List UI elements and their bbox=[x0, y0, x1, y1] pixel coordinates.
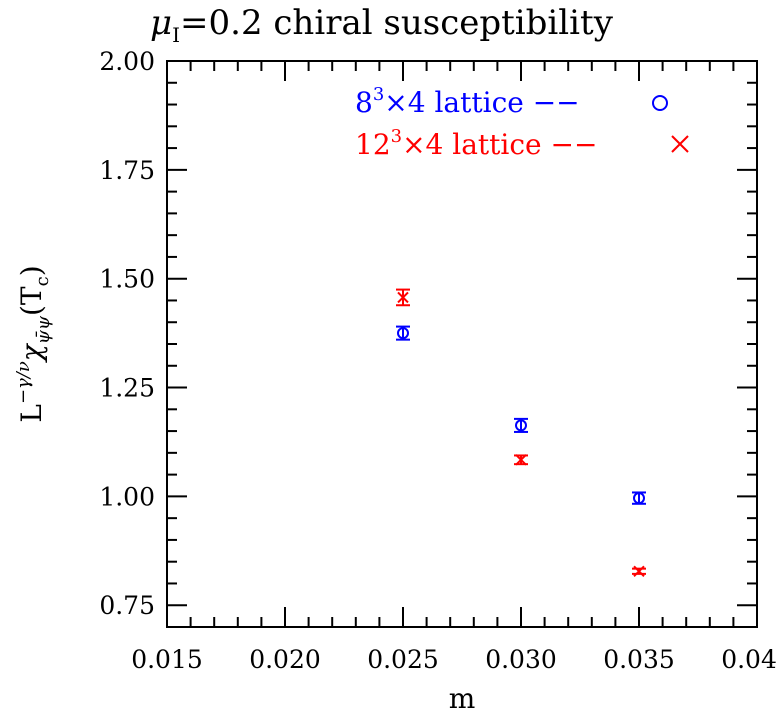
ticks bbox=[166, 60, 758, 628]
y-tick-label: 1.25 bbox=[99, 374, 155, 403]
data-point-cross bbox=[632, 565, 646, 577]
data-point-circle bbox=[514, 417, 528, 433]
y-axis-label: L−γ/νχψ̄ψ(Tc) bbox=[13, 265, 54, 422]
x-tick-label: 0.030 bbox=[485, 645, 557, 674]
legend-marker-circle bbox=[652, 95, 668, 111]
marker-cross-b bbox=[515, 454, 527, 466]
y-tick-label: 0.75 bbox=[99, 591, 155, 620]
x-tick-label: 0.035 bbox=[603, 645, 675, 674]
x-axis-label: m bbox=[449, 682, 476, 715]
marker-cross-b bbox=[633, 565, 645, 577]
legend-entry-12-lattice: 123×4 lattice −− bbox=[355, 126, 597, 161]
data-point-cross bbox=[396, 288, 410, 307]
data-points bbox=[396, 288, 646, 577]
y-tick-labels: 0.75 1.00 1.25 1.50 1.75 2.00 bbox=[99, 47, 155, 620]
data-point-circle bbox=[632, 491, 646, 505]
legend: 83×4 lattice −− 123×4 lattice −− bbox=[355, 84, 689, 161]
y-tick-label: 1.75 bbox=[99, 156, 155, 185]
marker-cross-b bbox=[397, 291, 409, 304]
data-point-cross bbox=[514, 454, 528, 466]
x-tick-label: 0.040 bbox=[721, 645, 778, 674]
x-tick-labels: 0.015 0.020 0.025 0.030 0.035 0.040 bbox=[131, 645, 778, 674]
chart-title: μI=0.2 chiral susceptibility bbox=[150, 3, 614, 47]
x-tick-label: 0.025 bbox=[367, 645, 439, 674]
marker-circle bbox=[397, 327, 409, 340]
y-tick-label: 2.00 bbox=[99, 47, 155, 76]
data-point-circle bbox=[396, 325, 410, 341]
marker-circle bbox=[633, 492, 645, 505]
legend-entry-8-lattice: 83×4 lattice −− bbox=[355, 84, 580, 119]
x-tick-label: 0.020 bbox=[249, 645, 321, 674]
svg-text:L−γ/νχψ̄ψ(Tc): L−γ/νχψ̄ψ(Tc) bbox=[13, 265, 54, 422]
y-tick-label: 1.00 bbox=[99, 482, 155, 511]
x-tick-label: 0.015 bbox=[131, 645, 203, 674]
y-tick-label: 1.50 bbox=[99, 265, 155, 294]
legend-marker-cross bbox=[671, 135, 689, 153]
marker-circle bbox=[515, 419, 527, 432]
